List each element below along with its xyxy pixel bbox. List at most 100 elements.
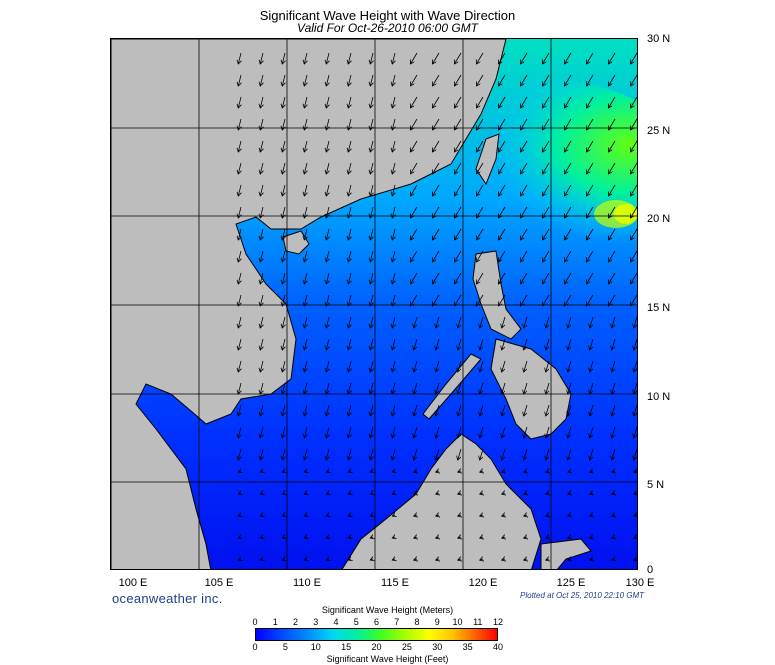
wave-arrow	[502, 360, 506, 372]
wave-arrow	[282, 206, 285, 218]
wave-arrow	[348, 493, 351, 494]
wave-arrow	[436, 448, 440, 460]
wave-arrow	[520, 272, 528, 284]
wave-arrow	[392, 404, 395, 416]
wave-arrow	[304, 52, 307, 64]
wave-arrow	[568, 493, 571, 494]
wave-arrow	[454, 228, 462, 240]
wave-arrow	[524, 382, 528, 394]
wave-arrow	[326, 206, 329, 218]
wave-arrow	[590, 515, 593, 516]
wave-arrow	[238, 471, 241, 472]
wave-arrow	[630, 272, 637, 284]
wave-arrow	[590, 404, 594, 416]
wave-arrow	[476, 294, 484, 306]
wave-arrow	[410, 96, 418, 108]
wave-arrow	[238, 162, 241, 174]
wave-arrow	[476, 118, 484, 130]
wave-arrow	[454, 162, 462, 174]
wave-arrow	[480, 493, 483, 494]
lat-label: 0	[647, 564, 654, 576]
wave-arrow	[370, 493, 373, 494]
wave-arrow	[282, 272, 285, 284]
wave-arrow	[432, 74, 440, 86]
wave-arrow	[282, 515, 285, 516]
wave-arrow	[238, 559, 241, 560]
wave-arrow	[304, 559, 307, 560]
wave-arrow	[304, 294, 307, 306]
wave-arrow	[414, 316, 418, 328]
wave-arrow	[524, 360, 528, 372]
colorbar-title-meters: Significant Wave Height (Meters)	[321, 605, 454, 615]
wave-arrow	[238, 118, 241, 130]
wave-arrow	[304, 493, 307, 494]
wave-arrow	[502, 515, 505, 516]
wave-arrow	[348, 250, 351, 262]
wave-arrow	[326, 316, 329, 328]
wave-arrow	[304, 140, 307, 152]
wave-arrow	[370, 206, 373, 218]
wave-arrow	[436, 426, 440, 438]
wave-arrow	[414, 559, 417, 560]
wave-arrow	[326, 96, 329, 108]
wave-arrow	[458, 559, 461, 560]
wave-arrow	[326, 382, 329, 394]
wave-arrow	[392, 338, 395, 350]
wave-arrow	[634, 338, 637, 350]
wave-arrow	[608, 52, 616, 64]
wave-arrow	[238, 52, 241, 64]
wave-arrow	[634, 404, 637, 416]
wave-arrow	[630, 140, 637, 152]
wave-arrow	[370, 426, 373, 438]
wave-arrow	[392, 471, 395, 472]
wave-arrow	[520, 74, 528, 86]
wave-arrow	[432, 294, 440, 306]
wave-arrow	[568, 515, 571, 516]
wave-arrow	[260, 272, 263, 284]
wave-arrow	[326, 426, 329, 438]
wave-arrow	[476, 162, 484, 174]
wave-arrow	[612, 515, 615, 516]
wave-arrow	[546, 493, 549, 494]
lat-label: 25 N	[647, 125, 671, 137]
graticule	[111, 39, 637, 569]
wave-arrow	[238, 537, 241, 538]
wave-arrow	[260, 493, 263, 494]
wave-arrow	[454, 118, 462, 130]
wave-arrow	[260, 96, 263, 108]
wave-arrow	[630, 250, 637, 262]
wave-direction-arrows	[238, 52, 637, 560]
lon-label: 100 E	[118, 577, 148, 589]
wave-arrow	[260, 382, 263, 394]
wave-arrow	[260, 404, 263, 416]
wave-arrow	[546, 537, 549, 538]
feet-tick: 20	[371, 642, 382, 652]
wave-arrow	[436, 316, 440, 328]
wave-arrow	[260, 338, 263, 350]
wave-arrow	[260, 426, 263, 438]
wave-arrow	[282, 559, 285, 560]
wave-arrow	[410, 184, 418, 196]
wave-arrow	[326, 162, 329, 174]
wave-arrow	[524, 426, 528, 438]
wave-arrow	[370, 559, 373, 560]
wave-arrow	[630, 118, 637, 130]
wave-arrow	[564, 140, 572, 152]
wave-arrow	[502, 559, 505, 560]
wave-arrow	[348, 404, 351, 416]
wave-arrow	[282, 338, 285, 350]
lat-label: 20 N	[647, 213, 671, 225]
wave-arrow	[304, 228, 307, 240]
wave-arrow	[348, 338, 351, 350]
wave-arrow	[542, 272, 550, 284]
wave-arrow	[458, 471, 461, 472]
wave-arrow	[458, 493, 461, 494]
wave-arrow	[348, 426, 351, 438]
wave-arrow	[432, 162, 440, 174]
wave-arrow	[542, 206, 550, 218]
wave-arrow	[454, 272, 462, 284]
wave-arrow	[502, 493, 505, 494]
wave-arrow	[304, 382, 307, 394]
wave-arrow	[326, 471, 329, 472]
wave-arrow	[612, 448, 616, 460]
